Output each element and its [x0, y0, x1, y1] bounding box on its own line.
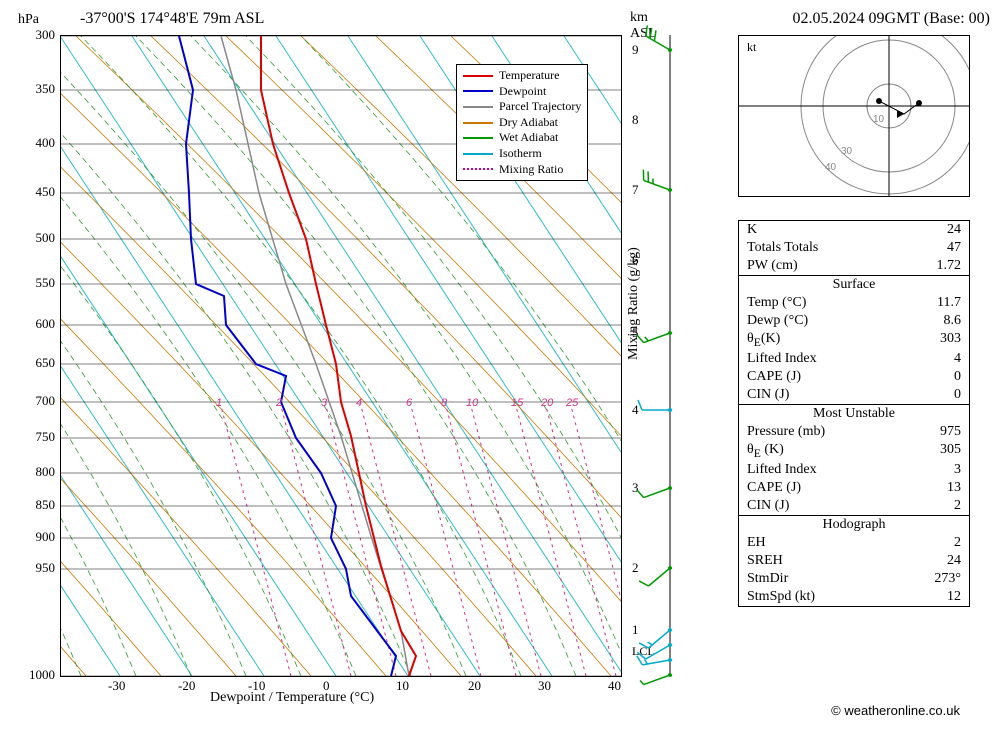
index-row: CIN (J)0	[739, 386, 969, 404]
legend-item: Mixing Ratio	[463, 162, 581, 178]
svg-text:20: 20	[540, 397, 554, 409]
y-tick-left: 900	[20, 529, 55, 545]
svg-text:25: 25	[565, 397, 579, 409]
index-row: SREH24	[739, 552, 969, 570]
y-axis-right-label: km ASL	[630, 10, 656, 42]
legend-item: Parcel Trajectory	[463, 99, 581, 115]
svg-text:30: 30	[841, 146, 853, 157]
x-tick: -30	[108, 678, 125, 694]
x-tick: 0	[323, 678, 330, 694]
index-row: EH2	[739, 534, 969, 552]
index-row: CAPE (J)13	[739, 479, 969, 497]
legend-item: Dewpoint	[463, 84, 581, 100]
y-tick-left: 350	[20, 81, 55, 97]
location-title: -37°00'S 174°48'E 79m ASL	[80, 10, 264, 28]
svg-text:8: 8	[441, 397, 448, 409]
y-tick-left: 800	[20, 464, 55, 480]
x-tick: 10	[396, 678, 409, 694]
index-section-header: Hodograph	[739, 515, 969, 534]
index-row: Lifted Index3	[739, 461, 969, 479]
y-tick-left: 1000	[20, 667, 55, 683]
y-tick-left: 850	[20, 497, 55, 513]
index-section-header: Surface	[739, 275, 969, 294]
copyright-text: © weatheronline.co.uk	[831, 703, 960, 718]
y-tick-left: 750	[20, 429, 55, 445]
svg-text:10: 10	[466, 397, 479, 409]
index-row: PW (cm)1.72	[739, 257, 969, 275]
legend-item: Dry Adiabat	[463, 115, 581, 131]
svg-text:15: 15	[511, 397, 524, 409]
x-tick: 20	[468, 678, 481, 694]
svg-text:3: 3	[321, 397, 328, 409]
x-tick: 30	[538, 678, 551, 694]
y-tick-left: 300	[20, 27, 55, 43]
svg-text:40: 40	[825, 162, 837, 173]
y-tick-right: 8	[632, 112, 639, 128]
index-row: Dewp (°C)8.6	[739, 312, 969, 330]
y-tick-right: 1	[632, 622, 639, 638]
legend-item: Isotherm	[463, 146, 581, 162]
index-row: Lifted Index4	[739, 350, 969, 368]
svg-text:2: 2	[275, 397, 282, 409]
svg-text:4: 4	[356, 397, 362, 409]
y-tick-left: 950	[20, 560, 55, 576]
datetime-title: 02.05.2024 09GMT (Base: 00)	[793, 10, 990, 28]
y-tick-left: 400	[20, 135, 55, 151]
y-tick-left: 600	[20, 316, 55, 332]
index-section-header: Most Unstable	[739, 404, 969, 423]
hodograph-unit-label: kt	[747, 40, 756, 55]
y-tick-left: 700	[20, 393, 55, 409]
index-row: θE (K)305	[739, 441, 969, 461]
x-tick: -10	[248, 678, 265, 694]
indices-table: K24Totals Totals47PW (cm)1.72SurfaceTemp…	[738, 220, 970, 607]
legend-item: Temperature	[463, 68, 581, 84]
y-axis-left-label: hPa	[18, 12, 39, 28]
legend-item: Wet Adiabat	[463, 130, 581, 146]
index-row: Totals Totals47	[739, 239, 969, 257]
y-tick-right: 9	[632, 42, 639, 58]
svg-text:1: 1	[216, 397, 222, 409]
y-tick-right: 2	[632, 560, 639, 576]
index-row: CIN (J)2	[739, 497, 969, 515]
index-row: θE(K)303	[739, 330, 969, 350]
index-row: Pressure (mb)975	[739, 423, 969, 441]
index-row: StmDir273°	[739, 570, 969, 588]
y-tick-right: 3	[632, 480, 639, 496]
y-tick-left: 550	[20, 275, 55, 291]
x-axis-label: Dewpoint / Temperature (°C)	[210, 690, 374, 706]
wind-barb-column	[660, 35, 700, 675]
svg-text:6: 6	[406, 397, 413, 409]
y-tick-left: 500	[20, 230, 55, 246]
y-tick-left: 650	[20, 355, 55, 371]
sounding-diagram: -37°00'S 174°48'E 79m ASL 02.05.2024 09G…	[10, 10, 990, 723]
hodograph-plot: kt 10 30 40	[738, 35, 970, 197]
y-tick-right: 5	[632, 325, 639, 341]
y-tick-right: 6	[632, 252, 639, 268]
y-tick-left: 450	[20, 184, 55, 200]
chart-legend: TemperatureDewpointParcel TrajectoryDry …	[456, 64, 588, 181]
index-row: CAPE (J)0	[739, 368, 969, 386]
y-tick-right: 7	[632, 182, 639, 198]
index-row: K24	[739, 221, 969, 239]
x-tick: -20	[178, 678, 195, 694]
index-row: StmSpd (kt)12	[739, 588, 969, 606]
x-tick: 40	[608, 678, 621, 694]
y-tick-right: 4	[632, 402, 639, 418]
skewt-chart: 1 2 3 4 6 8 10 15 20 25 TemperatureDewpointParcel…	[60, 35, 622, 677]
index-row: Temp (°C)11.7	[739, 294, 969, 312]
svg-text:10: 10	[873, 114, 885, 125]
